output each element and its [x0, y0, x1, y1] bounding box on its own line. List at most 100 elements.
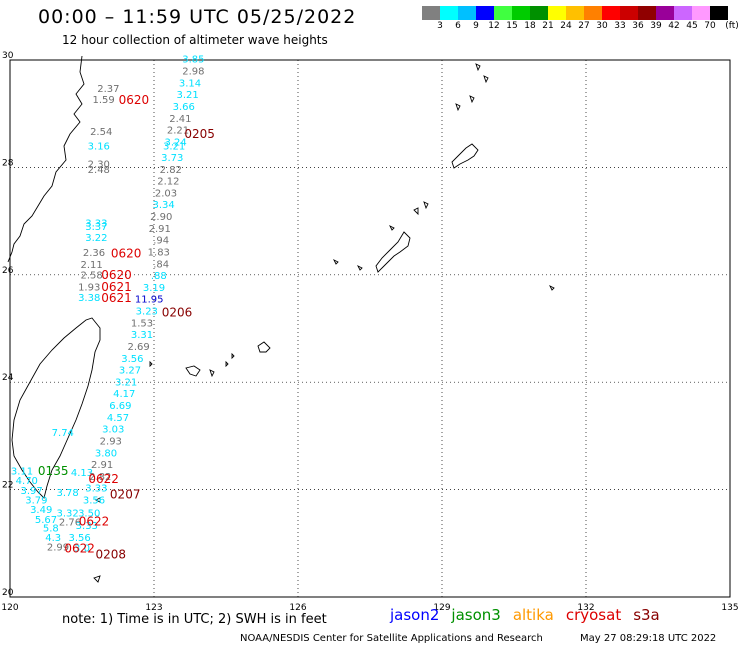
legend-jason2: jason2 — [390, 606, 440, 624]
colorbar-label: 18 — [524, 21, 536, 31]
wave-height-value: 2.30 — [88, 159, 110, 170]
colorbar-label: 3 — [437, 21, 443, 31]
latitude-tick-label: 24 — [2, 373, 14, 383]
colorbar-label: 9 — [473, 21, 479, 31]
pass-time-labels: 0620020506200620062106210206013506220207… — [38, 93, 215, 561]
longitude-tick-label: 129 — [433, 603, 450, 613]
miyako-island — [257, 341, 271, 353]
colorbar-swatch — [656, 6, 674, 20]
wave-height-value: 3.78 — [56, 488, 78, 499]
pass-time-label: 0620 — [111, 247, 142, 261]
wave-height-colorbar — [422, 6, 728, 20]
wave-height-value: 3.66 — [173, 102, 195, 113]
latitude-tick-label: 30 — [2, 51, 14, 61]
wave-height-value: 3.33 — [76, 521, 98, 532]
colorbar-label: 45 — [686, 21, 698, 31]
colorbar-label: 39 — [650, 21, 662, 31]
wave-height-value: 3.21 — [176, 90, 198, 101]
wave-height-value: 3.38 — [78, 293, 100, 304]
wave-height-value: 3.21 — [163, 142, 185, 153]
wave-height-values: 3.852.983.143.213.662.412.213.243.213.73… — [11, 55, 205, 555]
wave-height-value: 2.99 — [47, 542, 69, 553]
legend-jason3: jason3 — [451, 606, 501, 624]
pass-time-label: 0205 — [184, 127, 215, 141]
wave-height-value: 2.21 — [167, 126, 189, 137]
pass-time-label: 0620 — [101, 268, 132, 282]
wave-height-value: 4.3 — [45, 533, 61, 544]
colorbar-swatch — [674, 6, 692, 20]
footer-note: note: 1) Time is in UTC; 2) SWH is in fe… — [62, 612, 327, 627]
wave-height-value: 2.91 — [149, 224, 171, 235]
wave-height-value: .88 — [151, 271, 167, 282]
credit-text: NOAA/NESDIS Center for Satellite Applica… — [240, 633, 543, 644]
wave-height-value: 3.56 — [83, 496, 105, 507]
colorbar-swatch — [548, 6, 566, 20]
wave-height-value: 3.33 — [85, 484, 107, 495]
colorbar-swatch — [530, 6, 548, 20]
wave-height-value: 2.82 — [160, 165, 182, 176]
colorbar-swatch — [638, 6, 656, 20]
colorbar-swatch — [440, 6, 458, 20]
colorbar-label: 15 — [506, 21, 518, 31]
wave-height-value: 3.21 — [115, 377, 137, 388]
wave-height-value: 1.83 — [148, 247, 170, 258]
wave-height-value: 3.33 — [85, 218, 107, 229]
wave-height-value: 5.8 — [43, 523, 59, 534]
coastlines — [7, 55, 555, 583]
colorbar-swatch — [458, 6, 476, 20]
wave-height-value: 2.58 — [80, 271, 102, 282]
wave-height-value: 3.73 — [161, 153, 183, 164]
wave-height-value: 3.19 — [143, 283, 165, 294]
colorbar-swatch — [620, 6, 638, 20]
amami-island — [451, 143, 479, 169]
wave-height-value: 6.69 — [109, 401, 131, 412]
wave-height-value: 5.67 — [35, 515, 57, 526]
colorbar-label: 33 — [614, 21, 626, 31]
wave-height-value: 2.69 — [128, 342, 150, 353]
wave-height-value: 2.91 — [91, 460, 113, 471]
wave-height-value: 3.49 — [30, 505, 52, 516]
pass-time-label: 0622 — [79, 515, 110, 529]
latitude-tick-label: 22 — [2, 481, 13, 491]
pass-time-label: 0206 — [162, 306, 193, 320]
wave-height-value: 3.56 — [68, 533, 90, 544]
wave-height-value: 1.53 — [131, 318, 153, 329]
longitude-tick-label: 123 — [145, 603, 162, 613]
latitude-tick-label: 20 — [2, 588, 14, 598]
colorbar-label: (ft) — [725, 21, 739, 31]
wave-height-value: 2.48 — [88, 165, 110, 176]
wave-height-value: 3.31 — [131, 330, 153, 341]
pass-time-label: 0621 — [101, 291, 132, 305]
wave-height-value: 2.54 — [90, 127, 112, 138]
wave-height-value: 3.14 — [179, 78, 201, 89]
pass-time-label: 0622 — [64, 541, 95, 555]
colorbar-swatch — [584, 6, 602, 20]
wave-height-value: 4.57 — [107, 413, 129, 424]
wave-height-value: 3.23 — [136, 307, 158, 318]
latitude-tick-label: 26 — [2, 266, 14, 276]
china-coast — [7, 55, 85, 263]
colorbar-swatch — [476, 6, 494, 20]
colorbar-swatch — [692, 6, 710, 20]
wave-height-value: 3.56 — [121, 354, 143, 365]
wave-height-value: 2.03 — [155, 188, 177, 199]
small-islands — [93, 63, 555, 583]
wave-height-value: 3.27 — [119, 366, 141, 377]
colorbar-labels: 3 6 9 12 15 18 21 24 27 30 33 36 39 42 45 70 (ft) — [422, 21, 740, 33]
wave-height-value: 4.13 — [71, 468, 93, 479]
wave-height-value: 2.12 — [157, 177, 179, 188]
wave-height-value: 3.24 — [164, 137, 186, 148]
wave-height-value: 2.37 — [97, 84, 119, 95]
legend-altika: altika — [512, 606, 554, 624]
colorbar-swatch — [512, 6, 530, 20]
wave-height-value: 4.70 — [16, 476, 38, 487]
legend-s3a: s3a — [633, 606, 660, 624]
legend-cryosat: cryosat — [565, 606, 622, 624]
wave-height-value: 2.90 — [150, 212, 172, 223]
wave-height-value: 3.0 — [74, 543, 90, 554]
colorbar-swatch — [566, 6, 584, 20]
colorbar-label: 24 — [560, 21, 572, 31]
colorbar-label: 27 — [578, 21, 590, 31]
map-grid: 120 123 126 129 132 135 30 28 26 24 22 20 — [1, 51, 738, 613]
colorbar-label: 70 — [704, 21, 716, 31]
